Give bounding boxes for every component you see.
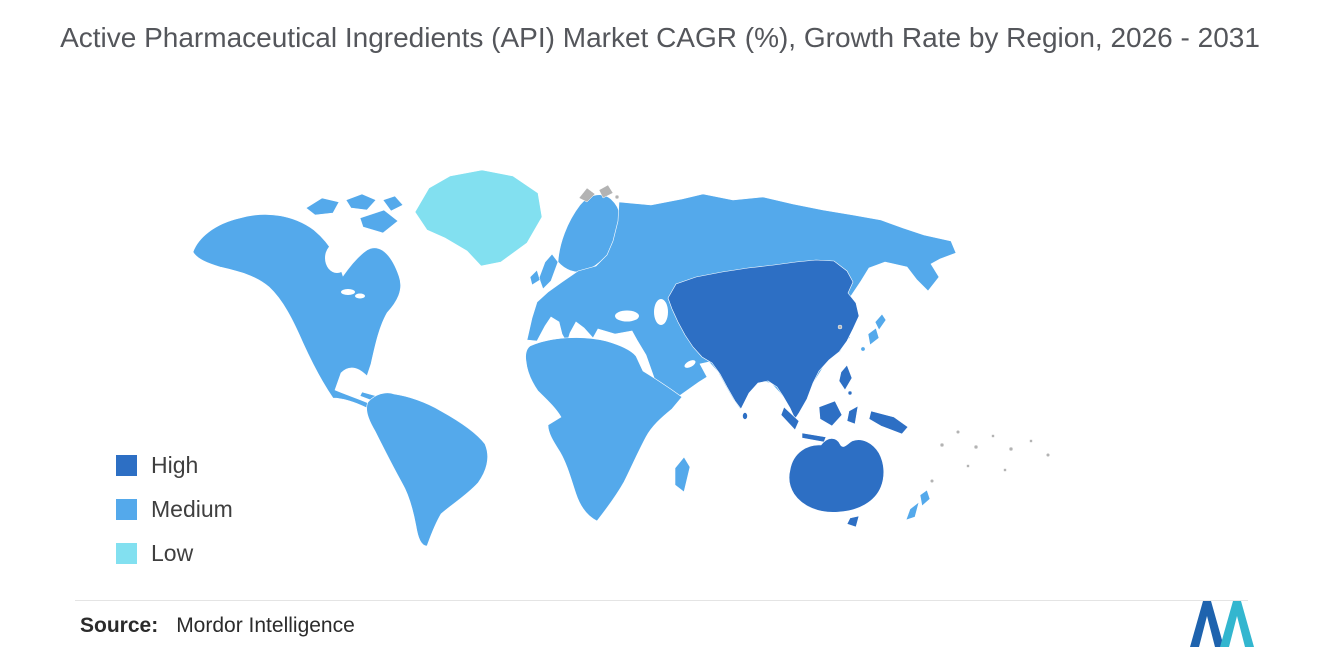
region-svalbard xyxy=(578,187,596,203)
region-north-america xyxy=(192,214,401,422)
region-japan xyxy=(860,346,866,352)
region-japan xyxy=(874,313,887,331)
region-pacific-island xyxy=(1008,446,1014,452)
region-arctic-islands xyxy=(382,195,404,212)
region-arctic-islands xyxy=(305,197,340,216)
persian-gulf xyxy=(684,360,696,368)
region-ireland xyxy=(529,269,541,286)
world-map xyxy=(90,150,1230,580)
legend: High Medium Low xyxy=(116,452,233,584)
legend-swatch-low xyxy=(116,543,137,564)
great-lakes xyxy=(355,293,365,299)
region-baffin-island xyxy=(359,209,399,234)
legend-swatch-high xyxy=(116,455,137,476)
region-sulawesi xyxy=(846,405,859,425)
region-africa xyxy=(525,337,683,522)
region-pacific-island xyxy=(973,444,979,450)
region-pacific-island xyxy=(991,434,995,438)
region-pacific-island xyxy=(966,464,970,468)
region-sumatra xyxy=(780,406,800,431)
region-philippines xyxy=(838,364,853,391)
hudson-bay xyxy=(325,243,349,273)
great-lakes xyxy=(341,289,355,295)
region-new-caledonia xyxy=(929,478,935,484)
map-regions-no-data xyxy=(578,184,1051,484)
region-asia-high xyxy=(667,259,860,420)
logo-left-peak xyxy=(1190,601,1224,647)
region-madagascar xyxy=(674,456,691,493)
region-uk xyxy=(538,253,559,290)
region-pacific-island xyxy=(939,442,945,448)
region-pacific-island xyxy=(1045,452,1051,458)
region-tasmania xyxy=(846,515,860,528)
region-sri-lanka xyxy=(742,412,748,420)
region-svalbard xyxy=(598,184,614,199)
divider xyxy=(75,600,1248,601)
legend-label-high: High xyxy=(151,452,199,478)
region-australia xyxy=(788,438,885,513)
map-regions-low xyxy=(414,169,543,267)
region-new-guinea xyxy=(868,410,909,435)
world-map-svg xyxy=(192,169,1051,547)
chart-title: Active Pharmaceutical Ingredients (API) … xyxy=(60,22,1260,53)
logo-right-peak xyxy=(1220,601,1254,647)
region-arctic-islands xyxy=(345,193,377,211)
legend-item-medium: Medium xyxy=(116,496,233,523)
caspian-sea xyxy=(654,299,668,325)
region-north-korea xyxy=(837,324,843,330)
region-svalbard xyxy=(614,194,620,200)
legend-label-low: Low xyxy=(151,540,194,566)
source-label: Source: xyxy=(80,614,159,637)
region-japan xyxy=(867,327,880,346)
region-greenland xyxy=(414,169,543,267)
region-borneo xyxy=(818,400,843,427)
region-new-zealand xyxy=(919,489,931,507)
legend-swatch-medium xyxy=(116,499,137,520)
legend-item-high: High xyxy=(116,452,233,479)
source-line: Source: Mordor Intelligence xyxy=(80,614,355,638)
source-value: Mordor Intelligence xyxy=(176,614,355,637)
map-water-overlays xyxy=(325,243,696,368)
region-south-america xyxy=(366,392,488,547)
region-pacific-island xyxy=(1003,468,1007,472)
region-pacific-island xyxy=(955,429,961,435)
legend-item-low: Low xyxy=(116,540,233,567)
region-pacific-island xyxy=(1029,439,1033,443)
legend-label-medium: Medium xyxy=(151,496,233,522)
region-new-zealand xyxy=(905,501,920,521)
black-sea xyxy=(615,310,639,322)
region-java xyxy=(801,432,827,443)
mordor-logo-svg xyxy=(1190,601,1254,647)
region-philippines xyxy=(847,390,853,396)
mordor-intelligence-logo xyxy=(1190,600,1254,648)
map-regions-high xyxy=(667,259,909,528)
